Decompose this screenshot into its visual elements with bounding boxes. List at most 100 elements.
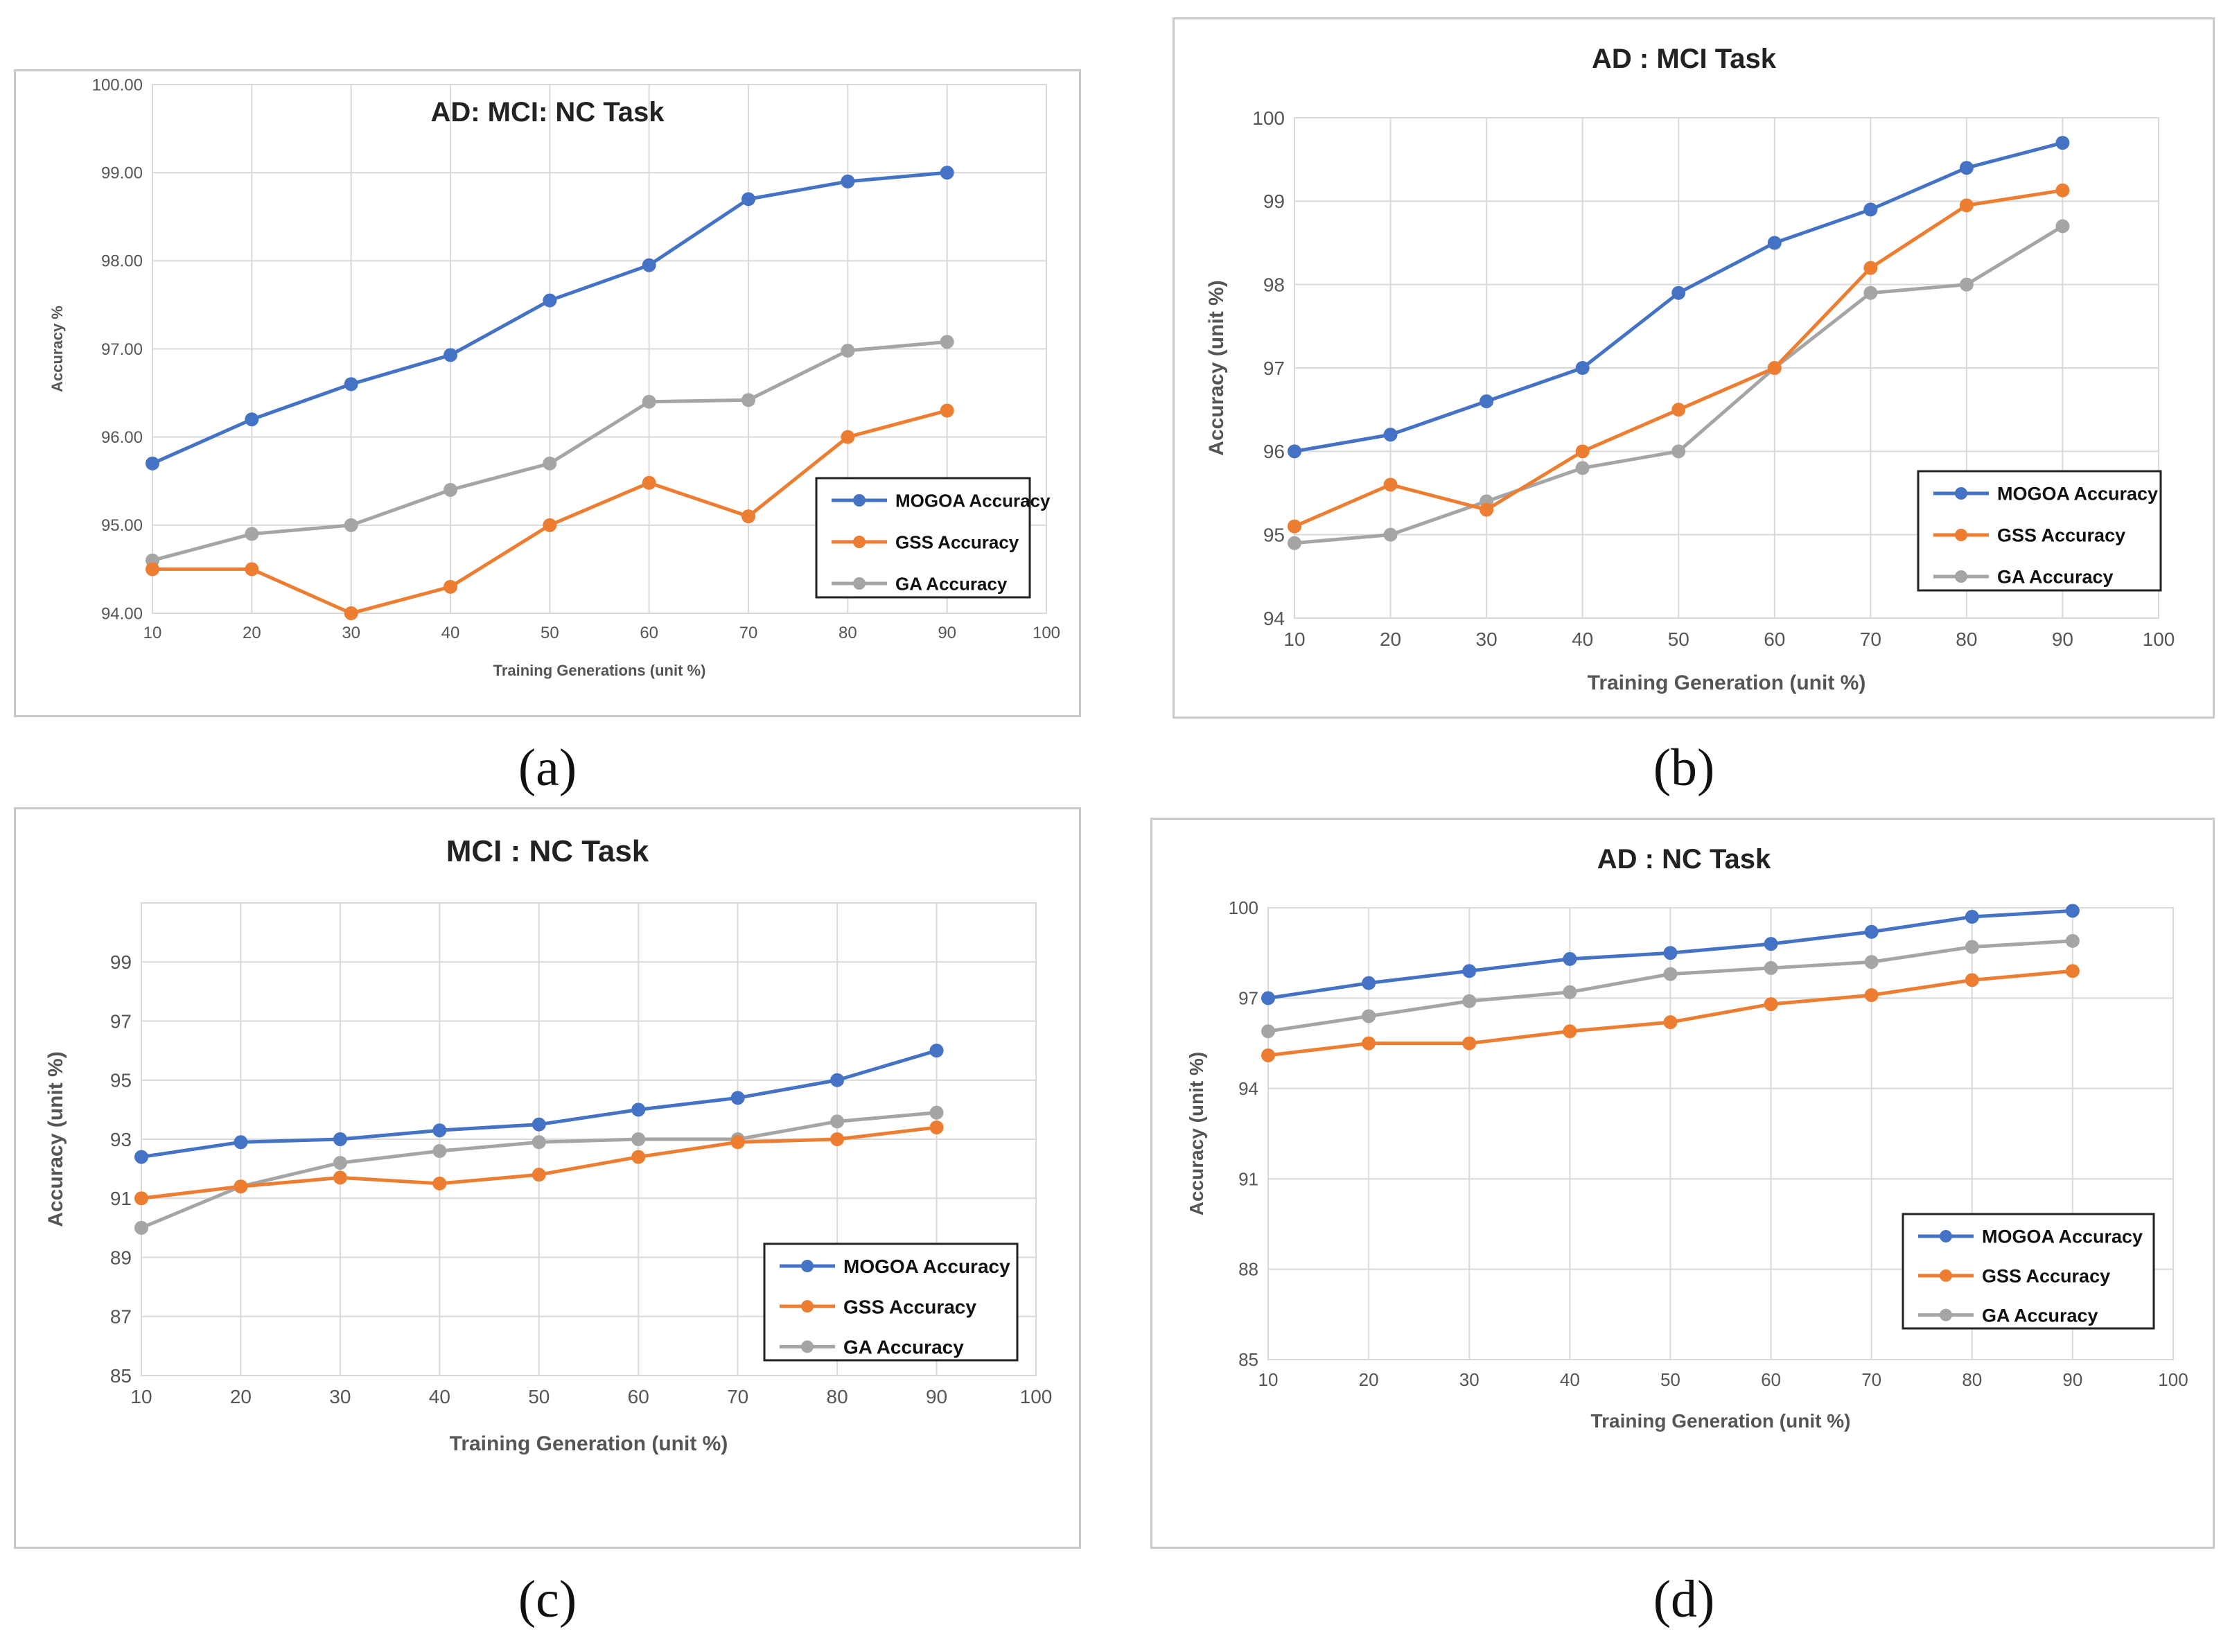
data-point — [234, 1135, 248, 1150]
legend-swatch-marker — [1940, 1230, 1952, 1242]
x-tick-label: 30 — [342, 624, 360, 642]
chart-title: AD: MCI: NC Task — [430, 97, 665, 128]
y-tick-label: 91 — [110, 1188, 132, 1209]
data-point — [1261, 991, 1275, 1005]
x-tick-label: 70 — [1860, 629, 1881, 650]
data-point — [1288, 444, 1301, 459]
x-tick-label: 100 — [1020, 1386, 1053, 1407]
data-point — [730, 1135, 745, 1150]
x-tick-label: 50 — [541, 624, 559, 642]
chart-panel-d — [1150, 818, 2215, 1549]
x-tick-label: 20 — [243, 624, 261, 642]
data-point — [1663, 967, 1678, 981]
legend-label: GSS Accuracy — [895, 531, 1019, 552]
legend-swatch-marker — [853, 577, 866, 590]
data-point — [1575, 361, 1590, 375]
x-tick-label: 70 — [739, 624, 758, 642]
data-point — [245, 562, 259, 577]
data-point — [1767, 236, 1782, 250]
y-tick-label: 95 — [1263, 524, 1285, 545]
legend-label: MOGOA Accuracy — [895, 490, 1051, 511]
data-point — [344, 606, 358, 620]
data-point — [642, 394, 656, 409]
x-tick-label: 20 — [230, 1386, 252, 1407]
legend: MOGOA Accuracy GSS Accuracy GA Accuracy — [763, 1242, 1019, 1362]
data-point — [1671, 285, 1686, 300]
x-tick-label: 10 — [130, 1386, 152, 1407]
data-point — [1965, 940, 1979, 954]
x-tick-label: 20 — [1359, 1369, 1379, 1390]
data-point — [1864, 924, 1879, 939]
data-point — [830, 1132, 845, 1146]
x-tick-label: 100 — [2143, 629, 2175, 650]
data-point — [741, 192, 755, 206]
data-point — [2055, 219, 2070, 234]
data-point — [146, 456, 159, 471]
x-tick-label: 80 — [839, 624, 857, 642]
data-point — [730, 1091, 745, 1105]
x-tick-label: 60 — [640, 624, 658, 642]
data-point — [929, 1120, 944, 1134]
x-axis-label: Training Generations (unit %) — [493, 662, 706, 679]
x-tick-label: 30 — [1459, 1369, 1480, 1390]
x-axis-label: Training Generation (unit %) — [1591, 1410, 1851, 1432]
data-point — [1362, 1036, 1376, 1051]
caption-b: (b) — [1653, 739, 1715, 797]
chart-b: 94 95 96 97 98 99 100 10 20 30 40 50 60 70 80 90 100 AD :… — [1205, 44, 2175, 694]
legend-swatch-marker — [801, 1300, 814, 1313]
y-tick-label: 96 — [1263, 441, 1285, 462]
y-axis-label: Accuracy (unit %) — [1186, 1052, 1207, 1216]
chart-a: 94.00 95.00 96.00 97.00 98.00 99.00 100.00 10 20… — [49, 76, 1060, 679]
data-point — [940, 335, 954, 349]
x-tick-label: 80 — [1956, 629, 1977, 650]
x-tick-label: 90 — [2052, 629, 2073, 650]
data-point — [741, 393, 755, 407]
y-tick-label: 85 — [1238, 1349, 1258, 1370]
chart-panel-c — [14, 807, 1081, 1549]
legend-label: GA Accuracy — [1982, 1305, 2098, 1326]
data-point — [543, 518, 557, 532]
data-point — [444, 348, 457, 362]
plot-area — [141, 902, 1037, 1376]
data-point — [1261, 1048, 1275, 1062]
data-point — [344, 377, 358, 392]
data-point — [1362, 976, 1376, 990]
data-point — [1959, 198, 1974, 213]
legend: MOGOA Accuracy GSS Accuracy GA Accuracy — [1917, 470, 2162, 592]
data-point — [1764, 937, 1778, 951]
y-axis-label: Accuracy (unit %) — [1205, 280, 1228, 455]
data-point — [2065, 933, 2080, 948]
data-point — [2055, 183, 2070, 197]
data-point — [134, 1220, 148, 1235]
data-point — [134, 1191, 148, 1206]
data-point — [1383, 428, 1398, 442]
x-tick-label: 10 — [143, 624, 162, 642]
y-tick-label: 97 — [1263, 358, 1285, 379]
y-tick-label: 88 — [1238, 1259, 1258, 1280]
legend-swatch-marker — [1955, 529, 1967, 541]
legend-label: MOGOA Accuracy — [1997, 484, 2158, 504]
legend-label: GA Accuracy — [1997, 567, 2114, 588]
data-point — [1575, 444, 1590, 459]
legend-label: GSS Accuracy — [1997, 525, 2125, 546]
x-axis-label: Training Generation (unit %) — [450, 1432, 728, 1455]
x-tick-label: 50 — [1668, 629, 1689, 650]
data-point — [333, 1156, 347, 1170]
data-point — [940, 403, 954, 418]
data-point — [631, 1102, 646, 1117]
legend-label: GSS Accuracy — [1982, 1266, 2110, 1287]
y-tick-label: 97 — [110, 1010, 132, 1032]
data-point — [1663, 946, 1678, 960]
y-tick-label: 97 — [1238, 988, 1258, 1009]
data-point — [1864, 955, 1879, 969]
data-point — [432, 1176, 447, 1190]
legend-swatch-marker — [1940, 1269, 1952, 1282]
data-point — [1764, 960, 1778, 975]
y-tick-label: 89 — [110, 1247, 132, 1268]
data-point — [432, 1123, 447, 1138]
x-tick-label: 100 — [1033, 624, 1060, 642]
data-point — [830, 1114, 845, 1129]
data-point — [1965, 973, 1979, 987]
x-tick-label: 60 — [1761, 1369, 1781, 1390]
data-point — [1764, 997, 1778, 1012]
